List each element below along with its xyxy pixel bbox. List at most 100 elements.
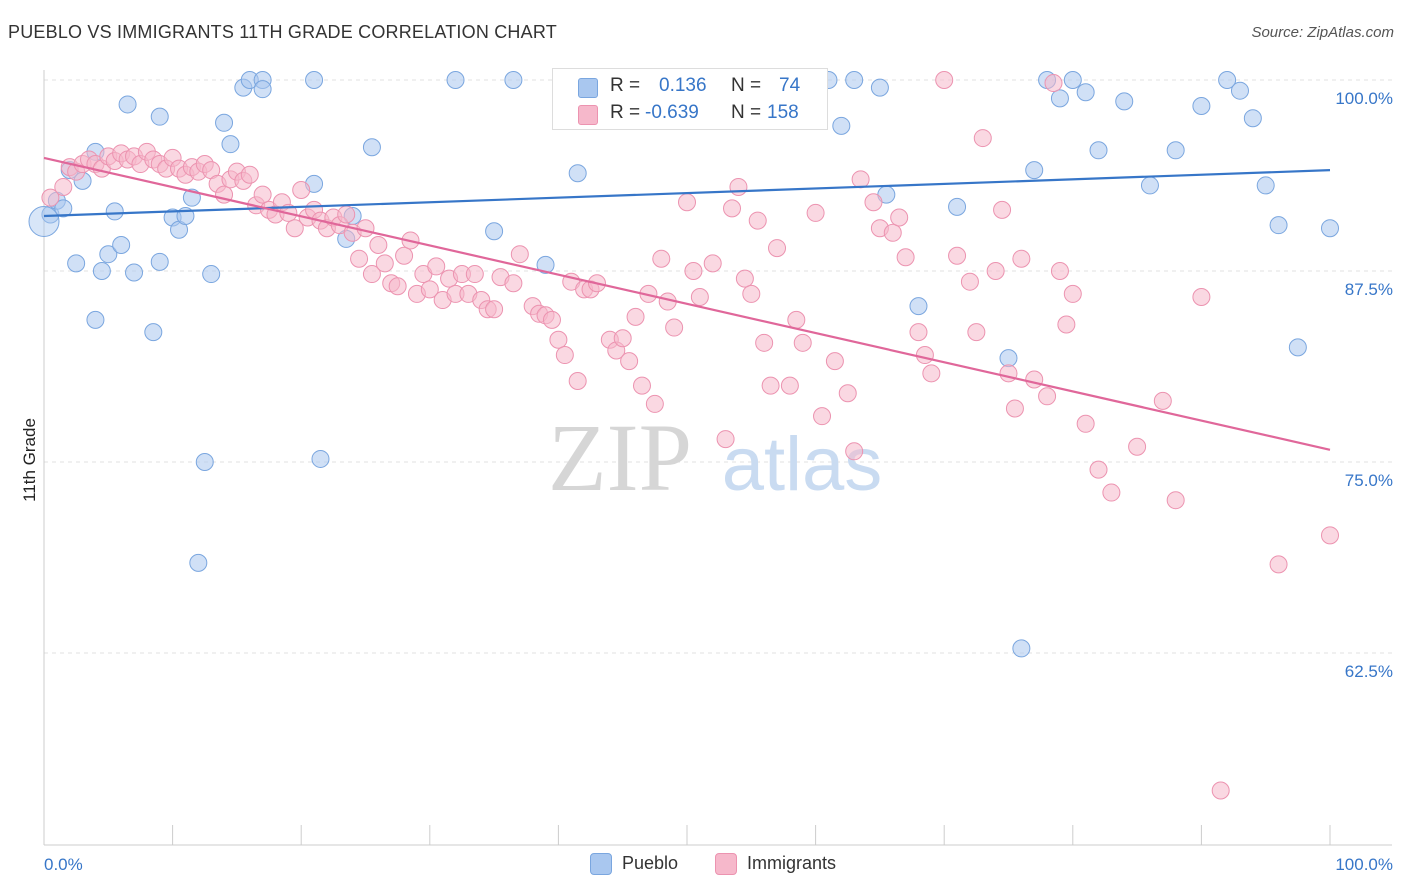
pueblo-point (28, 205, 60, 237)
x-tick-marks (43, 825, 1331, 845)
immigrants-point (703, 254, 722, 273)
pueblo-point (1076, 83, 1095, 102)
immigrants-r-label: R = (610, 102, 641, 123)
pueblo-point (54, 199, 73, 218)
immigrants-point (1025, 370, 1044, 389)
pueblo-point (112, 236, 131, 255)
immigrants-point (883, 223, 902, 242)
pueblo-r-label: R = (610, 75, 641, 96)
immigrants-point (465, 265, 484, 284)
pueblo-point (1050, 89, 1069, 108)
immigrants-point (768, 239, 787, 258)
immigrants-point (1012, 249, 1031, 268)
pueblo-point (1256, 176, 1275, 195)
immigrants-point (890, 208, 909, 227)
immigrants-point (356, 219, 375, 238)
immigrants-series (41, 71, 1339, 800)
immigrants-point (935, 71, 954, 89)
immigrants-point (1211, 781, 1230, 800)
immigrants-point (729, 177, 748, 196)
pueblo-point (1089, 141, 1108, 160)
immigrants-point (240, 165, 259, 184)
trend-lines (43, 156, 1331, 451)
immigrants-point (915, 346, 934, 365)
watermark-zip: ZIP (548, 404, 692, 511)
pueblo-point (845, 71, 864, 89)
legend-row-immigrants: R = -0.639 N = 158 (553, 100, 827, 126)
immigrants-point (716, 430, 735, 449)
immigrants-point (427, 257, 446, 276)
bottom-legend-pueblo-swatch (590, 853, 612, 875)
immigrants-point (420, 280, 439, 299)
immigrants-point (568, 372, 587, 391)
pueblo-point (92, 262, 111, 280)
immigrants-point (54, 177, 73, 196)
immigrants-point (1038, 387, 1057, 406)
immigrants-point (375, 254, 394, 273)
y-tick-label: 87.5% (1345, 280, 1393, 299)
pueblo-point (1218, 71, 1237, 89)
immigrants-point (813, 407, 832, 426)
pueblo-point (144, 323, 163, 342)
pueblo-point (1140, 176, 1159, 195)
pueblo-point (1321, 219, 1339, 238)
immigrants-point (292, 181, 311, 200)
pueblo-point (1243, 109, 1262, 128)
chart-title: PUEBLO VS IMMIGRANTS 11TH GRADE CORRELAT… (8, 22, 557, 42)
immigrants-point (748, 211, 767, 230)
pueblo-point (446, 71, 465, 89)
immigrants-point (845, 442, 864, 461)
immigrants-n-label: N = (731, 102, 762, 123)
immigrants-point (337, 205, 356, 224)
pueblo-point (253, 80, 272, 99)
immigrants-point (632, 376, 651, 395)
pueblo-point (202, 265, 221, 284)
pueblo-point (195, 453, 214, 471)
bottom-legend-immigrants-swatch (715, 853, 737, 875)
pueblo-point (504, 71, 523, 89)
immigrants-n-value: 158 (767, 102, 799, 123)
immigrants-point (41, 188, 60, 207)
immigrants-point (735, 269, 754, 288)
watermark: ZIP atlas (548, 404, 882, 511)
pueblo-point (1192, 96, 1211, 115)
immigrants-point (806, 203, 825, 222)
immigrants-point (395, 246, 414, 265)
pueblo-point (305, 71, 324, 89)
immigrants-point (1269, 555, 1288, 574)
pueblo-point (86, 310, 105, 329)
pueblo-swatch (578, 78, 598, 98)
immigrants-point (838, 384, 857, 403)
watermark-atlas: atlas (722, 422, 883, 507)
x-tick-label: 0.0% (44, 855, 83, 874)
immigrants-point (864, 193, 883, 212)
y-tick-label: 100.0% (1335, 89, 1393, 108)
immigrants-point (510, 245, 529, 264)
immigrants-point (909, 323, 928, 342)
immigrants-point (960, 272, 979, 291)
immigrants-point (1076, 414, 1095, 433)
immigrants-point (253, 185, 272, 204)
immigrants-r-value: -0.639 (645, 102, 699, 123)
immigrants-point (555, 346, 574, 365)
immigrants-point (793, 333, 812, 352)
pueblo-point (1115, 92, 1134, 111)
immigrants-point (986, 262, 1005, 280)
x-tick-label: 100.0% (1335, 855, 1393, 874)
pueblo-point (536, 255, 555, 274)
pueblo-point (1025, 161, 1044, 180)
immigrants-point (1089, 460, 1108, 479)
pueblo-point (150, 252, 169, 271)
immigrants-point (993, 200, 1012, 219)
immigrants-point (999, 364, 1018, 383)
immigrants-point (755, 333, 774, 352)
immigrants-point (1057, 315, 1076, 334)
immigrants-point (1063, 284, 1082, 303)
immigrants-point (723, 199, 742, 218)
pueblo-point (948, 197, 967, 216)
pueblo-point (125, 263, 144, 282)
correlation-legend: R = 0.136 N = 74 R = -0.639 N = 158 (552, 68, 828, 130)
immigrants-point (973, 129, 992, 148)
source-label: Source: ZipAtlas.com (1251, 24, 1394, 41)
pueblo-point (105, 202, 124, 221)
